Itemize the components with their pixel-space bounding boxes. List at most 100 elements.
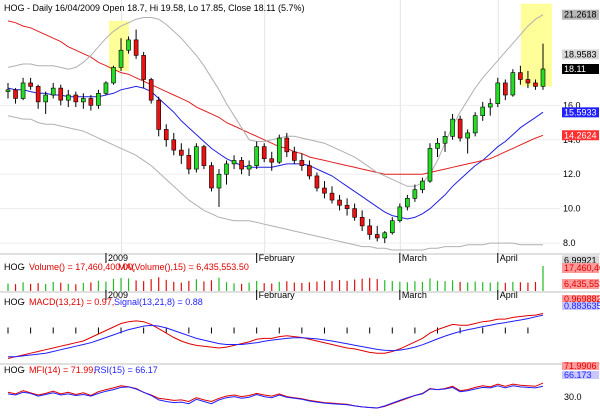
candle-body <box>148 79 154 101</box>
price-overlay-line <box>7 20 544 175</box>
candle-body <box>533 82 538 87</box>
candle-body <box>427 148 433 182</box>
candle-body <box>269 158 275 163</box>
price-panel: 8.010.012.014.016.0 21.261818.958318.111… <box>0 0 600 266</box>
price-y-tick-label: 16.0 <box>563 100 581 110</box>
candle-body <box>518 72 523 80</box>
macd-flag <box>562 295 599 303</box>
macd-panel-ticker: HOG <box>4 297 25 307</box>
candle-body <box>163 129 169 141</box>
volume-panel-ticker: HOG <box>4 262 25 272</box>
candle-body <box>480 106 486 116</box>
price-x-label: February <box>259 253 296 263</box>
price-y-tick-label: 8.0 <box>563 238 576 248</box>
price-flag-label: 6.99921 <box>564 255 597 265</box>
macd-histogram <box>7 327 529 334</box>
candle-body <box>276 137 282 163</box>
candle-body <box>284 137 290 153</box>
candle-body <box>525 79 531 84</box>
candle-body <box>5 89 11 92</box>
mfi-rsi-panel: HOG - MFI(14) = 71.99, RSI(15) = 66.17 7… <box>4 361 599 409</box>
volume-flag <box>562 279 599 289</box>
price-x-label: 2009 <box>108 253 128 263</box>
candle-body <box>224 163 229 175</box>
candle-body <box>337 199 342 206</box>
candle-body <box>457 118 463 139</box>
price-flags: 21.2618 18.9583 18.11 15.5933 14.2624 6.99921 <box>562 10 599 266</box>
volume-x-label: 2009 <box>108 290 128 300</box>
volume-flag-label: 6,435,553 <box>564 279 600 289</box>
candle-body <box>186 154 192 170</box>
volume-bars <box>7 266 544 291</box>
candle-body <box>111 67 116 84</box>
candle-body <box>307 165 312 177</box>
volume-panel: HOG - Volume() = 17,460,400.00, MA(Volum… <box>0 262 600 300</box>
macd-panel: HOG - MACD(13,21) = 0.97, Signal(13,21,8… <box>0 294 600 365</box>
price-flag <box>562 49 599 60</box>
candle-body <box>442 136 448 144</box>
candle-body <box>88 98 94 106</box>
candle-body <box>344 204 350 209</box>
volume-x-label: March <box>402 290 427 300</box>
oscillator-line <box>7 385 544 409</box>
candle-body <box>209 165 214 189</box>
mfi-panel-ticker: HOG <box>4 365 25 375</box>
mfi-legend-separator: - <box>22 365 25 375</box>
candle-body <box>261 146 267 160</box>
macd-flag-label: 0.883635 <box>564 301 600 311</box>
candle-body <box>367 225 372 235</box>
price-flag <box>562 255 599 266</box>
candle-body <box>231 160 237 165</box>
candle-body <box>352 208 357 218</box>
candle-body <box>465 132 470 139</box>
candle-body <box>81 98 86 103</box>
oscillator-flag-label: 66.173 <box>564 370 592 380</box>
candle-body <box>201 146 207 166</box>
volume-x-label: February <box>259 290 296 300</box>
candle-body <box>382 232 388 239</box>
candle-body <box>118 49 124 68</box>
volume-legend-volume: Volume() = 17,460,400.00, <box>29 262 135 272</box>
price-flag-label: 18.9583 <box>564 49 597 59</box>
macd-line <box>7 313 544 359</box>
candle-body <box>156 99 162 130</box>
price-flag-label: 14.2624 <box>564 130 597 140</box>
price-flag <box>562 63 599 74</box>
volume-x-axis: 2009 February March April <box>105 290 518 300</box>
price-y-tick-label: 10.0 <box>563 204 581 214</box>
candle-body <box>65 94 71 101</box>
macd-line <box>8 314 544 358</box>
price-x-axis: 2009 February March April <box>105 253 518 263</box>
candle-body <box>58 87 64 101</box>
volume-flags: 17,460,400 6,435,553 <box>562 263 600 289</box>
candle-body <box>96 92 101 106</box>
candle-body <box>420 180 425 191</box>
price-flag <box>562 130 599 141</box>
candle-body <box>329 192 335 201</box>
oscillator-line <box>7 382 544 409</box>
candle-body <box>179 149 184 156</box>
price-flag-label: 21.2618 <box>564 10 597 20</box>
candle-body <box>28 82 33 87</box>
candle-body <box>73 94 79 103</box>
mfi-legend-mfi: MFI(14) = 71.99, <box>29 365 96 375</box>
candle-body <box>13 89 18 99</box>
volume-x-label: April <box>500 290 518 300</box>
candle-body <box>254 146 259 166</box>
candle-body <box>194 146 199 170</box>
macd-legend-signal: Signal(13,21,8) = 0.88 <box>114 297 203 307</box>
candle-body <box>43 94 48 103</box>
price-flag-label: 15.5933 <box>564 107 597 117</box>
price-chart-title: HOG - Daily 16/04/2009 Open 18.7, Hi 19.… <box>4 3 305 13</box>
oscillator-flag-label: 71.9906 <box>564 361 597 371</box>
candle-body <box>503 82 508 96</box>
candle-body <box>412 189 418 199</box>
candle-body <box>359 216 365 227</box>
candle-body <box>141 55 146 80</box>
candle-body <box>20 82 26 99</box>
candlesticks <box>5 29 546 244</box>
macd-flag <box>562 302 599 310</box>
